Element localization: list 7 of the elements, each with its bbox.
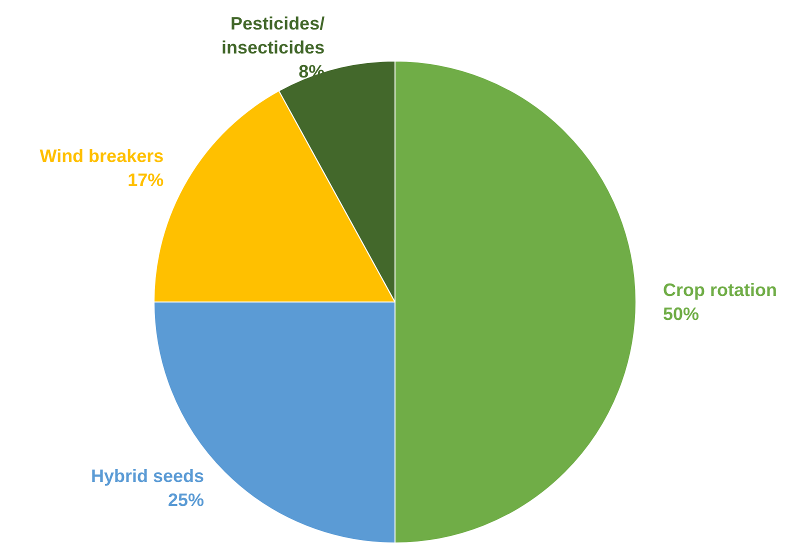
- slice-label: Wind breakers: [40, 146, 164, 166]
- slice-label: Hybrid seeds: [90, 466, 204, 486]
- data-label: 17%: [128, 170, 164, 190]
- slice-label: Pesticides/insecticides: [222, 13, 325, 58]
- data-label: 25%: [168, 490, 204, 510]
- slice-label: Crop rotation: [663, 280, 777, 300]
- data-label: 50%: [663, 304, 700, 324]
